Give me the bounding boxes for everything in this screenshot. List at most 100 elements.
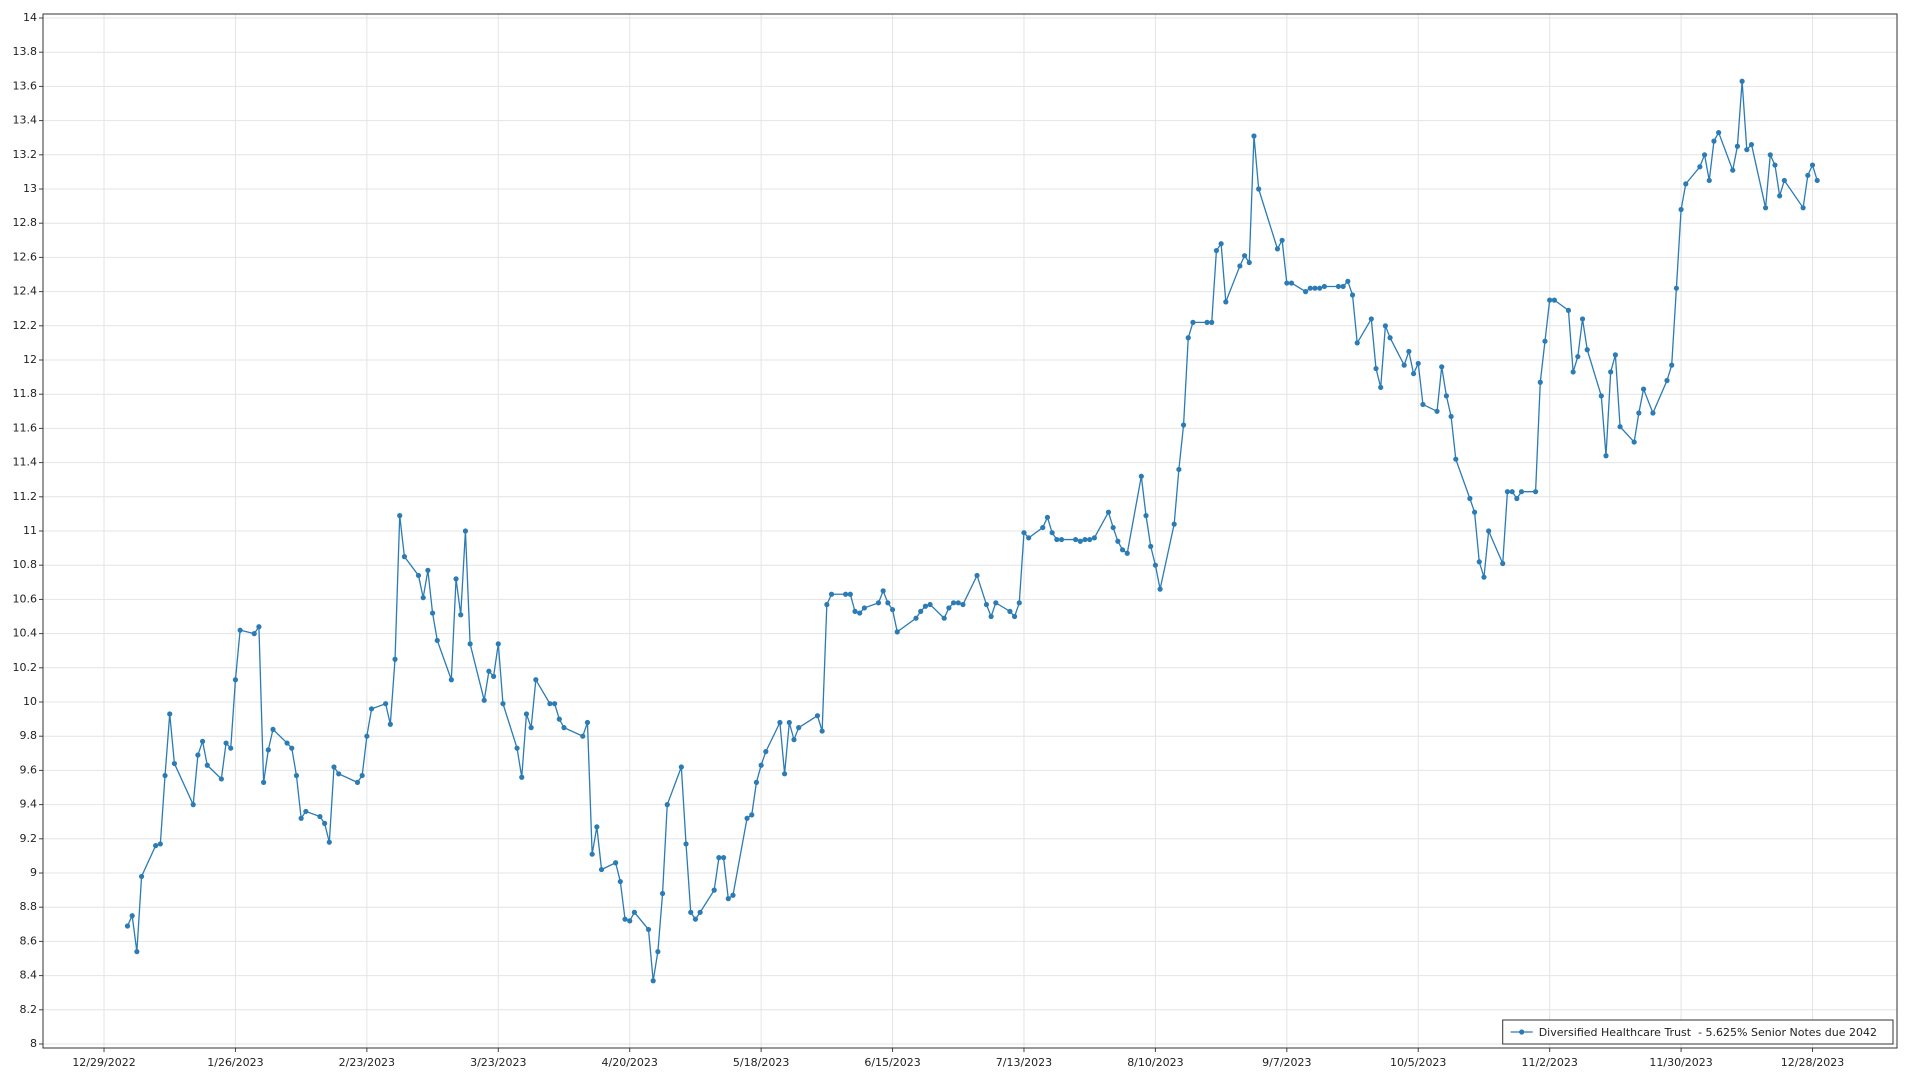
y-tick-label: 8.4 xyxy=(20,969,38,982)
data-point xyxy=(786,719,792,726)
data-point xyxy=(678,764,684,770)
data-point xyxy=(1204,319,1210,325)
data-point xyxy=(552,701,558,707)
data-point xyxy=(1176,466,1182,473)
data-point xyxy=(533,677,539,683)
data-point xyxy=(974,572,980,579)
data-point xyxy=(199,738,206,744)
data-point xyxy=(420,595,426,601)
data-point xyxy=(1026,535,1032,541)
data-point xyxy=(322,820,328,827)
data-point xyxy=(589,851,595,857)
data-point xyxy=(1439,364,1445,370)
data-point xyxy=(1669,362,1675,368)
y-tick-label: 9.8 xyxy=(20,729,38,742)
data-point xyxy=(1565,307,1572,314)
data-point xyxy=(218,776,224,782)
data-point xyxy=(462,528,469,534)
data-point xyxy=(711,887,717,893)
data-point xyxy=(1777,193,1783,199)
data-point xyxy=(758,762,764,768)
data-point xyxy=(1124,550,1130,556)
data-point xyxy=(1218,241,1224,247)
y-tick-label: 10 xyxy=(23,695,37,708)
data-point xyxy=(1486,528,1492,534)
y-tick-label: 9.4 xyxy=(20,798,38,811)
data-point xyxy=(749,812,755,818)
data-point xyxy=(955,600,961,606)
y-tick-label: 11.6 xyxy=(13,421,38,434)
data-point xyxy=(1387,335,1393,341)
data-point xyxy=(1349,292,1356,298)
data-point xyxy=(293,772,300,779)
legend: Diversified Healthcare Trust - 5.625% Se… xyxy=(1502,1019,1894,1045)
data-point xyxy=(162,772,168,779)
data-point xyxy=(1434,408,1440,414)
data-point xyxy=(397,513,403,519)
data-point xyxy=(1274,246,1281,252)
data-point xyxy=(157,841,163,847)
data-point xyxy=(1415,360,1421,367)
y-tick-label: 8 xyxy=(30,1037,37,1050)
data-point xyxy=(1678,206,1684,213)
data-point xyxy=(1077,538,1083,544)
data-point xyxy=(289,745,295,751)
data-point xyxy=(1509,489,1515,495)
data-point xyxy=(1354,340,1360,346)
x-tick-label: 4/20/2023 xyxy=(602,1056,658,1069)
data-point xyxy=(1570,369,1576,375)
data-point xyxy=(1739,78,1745,84)
data-point xyxy=(1044,514,1051,520)
data-point xyxy=(1598,393,1604,399)
data-point xyxy=(1542,338,1548,344)
data-point xyxy=(1049,530,1055,536)
data-point xyxy=(1514,495,1520,502)
legend-label: Diversified Healthcare Trust - 5.625% Se… xyxy=(1539,1026,1877,1039)
data-point xyxy=(857,610,863,616)
data-point xyxy=(1575,353,1581,360)
data-point xyxy=(1697,164,1703,170)
data-point xyxy=(458,612,464,618)
y-tick-label: 8.2 xyxy=(20,1003,38,1016)
x-tick-label: 12/28/2023 xyxy=(1781,1056,1844,1069)
x-tick-label: 10/5/2023 xyxy=(1390,1056,1446,1069)
x-tick-label: 8/10/2023 xyxy=(1127,1056,1183,1069)
data-point xyxy=(1805,172,1811,178)
y-tick-label: 13.6 xyxy=(13,79,38,92)
y-tick-label: 10.4 xyxy=(13,627,38,640)
data-point xyxy=(1814,177,1820,184)
data-point xyxy=(927,601,933,608)
data-point xyxy=(819,728,825,734)
data-point xyxy=(1448,413,1454,420)
data-point xyxy=(1011,613,1018,620)
data-point xyxy=(1284,280,1290,286)
data-point xyxy=(1073,536,1079,543)
data-point xyxy=(1781,177,1787,184)
data-point xyxy=(645,926,652,933)
data-point xyxy=(847,591,853,597)
data-point xyxy=(1246,259,1252,266)
data-point xyxy=(171,760,178,767)
data-point xyxy=(354,779,361,785)
data-point xyxy=(1767,152,1773,158)
data-point xyxy=(453,576,459,582)
data-point xyxy=(303,808,309,815)
x-tick-label: 2/23/2023 xyxy=(339,1056,395,1069)
data-point xyxy=(265,747,271,753)
data-point xyxy=(1453,456,1459,462)
data-point xyxy=(941,615,947,621)
data-point xyxy=(763,748,769,755)
data-point xyxy=(824,601,830,608)
data-point xyxy=(1317,285,1323,291)
data-point xyxy=(960,601,966,608)
y-tick-label: 8.6 xyxy=(20,934,38,947)
data-point xyxy=(204,762,210,768)
data-point xyxy=(1603,453,1609,459)
data-point xyxy=(359,772,365,779)
data-point xyxy=(1617,424,1623,430)
data-point xyxy=(270,726,276,732)
y-tick-label: 10.2 xyxy=(13,661,38,674)
data-point xyxy=(725,896,731,902)
data-point xyxy=(1378,384,1384,390)
